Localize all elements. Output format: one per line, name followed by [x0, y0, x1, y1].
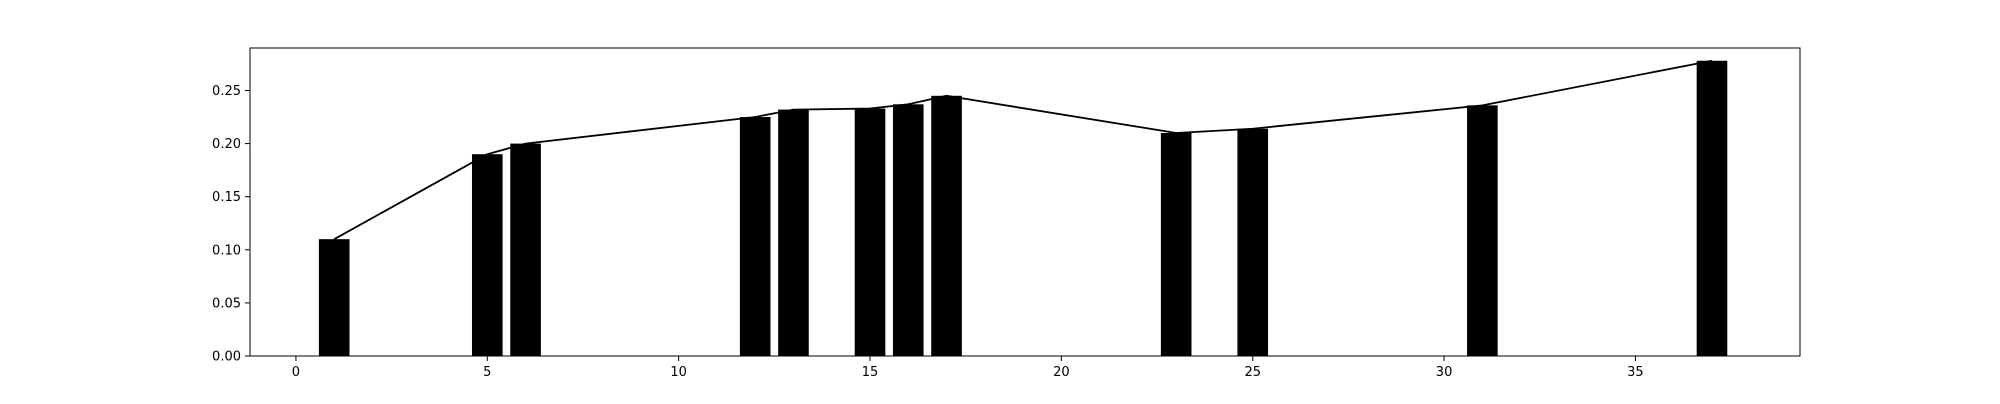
bar-1	[318, 239, 350, 356]
bar-6	[510, 143, 541, 356]
y-tick-label: 0.20	[212, 137, 241, 152]
y-tick-label: 0.15	[212, 190, 241, 205]
bar-13	[778, 109, 809, 356]
x-tick-label: 35	[1627, 365, 1644, 380]
bar-37	[1696, 60, 1728, 357]
bar-23	[1160, 132, 1192, 356]
y-tick-label: 0.10	[212, 243, 241, 258]
bar-17	[931, 95, 962, 356]
x-tick-label: 25	[1244, 365, 1261, 380]
line-layer	[333, 59, 1713, 240]
x-tick-label: 15	[862, 365, 879, 380]
bar-12	[739, 117, 771, 356]
y-tick-label: 0.05	[212, 296, 241, 311]
bar-5	[471, 154, 503, 356]
x-tick-label: 20	[1053, 365, 1070, 380]
bar-25	[1237, 128, 1269, 356]
bar-16	[892, 104, 924, 356]
x-tick-label: 0	[292, 365, 300, 380]
y-tick-label: 0.00	[212, 350, 241, 365]
bars-layer	[318, 60, 1728, 357]
plot-frame	[249, 47, 1801, 357]
x-tick-label: 5	[483, 365, 491, 380]
trend-line	[333, 59, 1713, 240]
y-tick-label: 0.25	[212, 84, 241, 99]
bar-31	[1467, 105, 1498, 356]
axes-layer	[249, 47, 1801, 357]
bar-15	[854, 108, 886, 356]
x-tick-label: 10	[670, 365, 687, 380]
ticks-layer: 0 5 10 15 20 25 30 35 0.00 0.05 0.10 0.15 0.20 0.25	[212, 84, 1644, 380]
x-tick-label: 30	[1436, 365, 1453, 380]
